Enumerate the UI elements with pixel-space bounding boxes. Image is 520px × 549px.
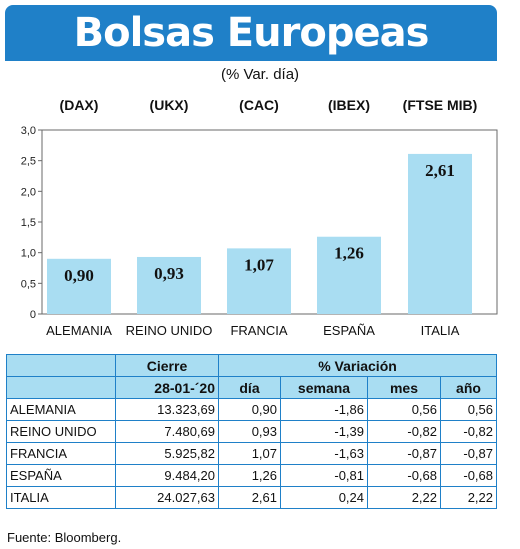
cell-cierre: 13.323,69 bbox=[115, 398, 219, 421]
header-date: 28-01-´20 bbox=[115, 376, 219, 399]
data-label: 0,90 bbox=[64, 266, 94, 285]
cell-dia: 0,90 bbox=[218, 398, 281, 421]
cell-ano: -0,87 bbox=[440, 442, 497, 465]
data-table: Cierre % Variación 28-01-´20 día semana … bbox=[6, 354, 497, 509]
index-label-ftsemib: (FTSE MIB) bbox=[402, 97, 478, 113]
cell-mes: -0,82 bbox=[367, 420, 441, 443]
bar bbox=[408, 153, 472, 314]
header-variacion: % Variación bbox=[218, 354, 497, 377]
index-label-ibex: (IBEX) bbox=[328, 97, 370, 113]
cell-cierre: 7.480,69 bbox=[115, 420, 219, 443]
title-banner: Bolsas Europeas bbox=[5, 5, 497, 61]
bar-chart: 0 0,5 1,0 1,5 2,0 2,5 3,0 0,90 ALEMANIA 0,93 REINO… bbox=[21, 125, 498, 338]
data-label: 1,07 bbox=[244, 255, 274, 274]
y-tick-label: 2,0 bbox=[21, 186, 36, 198]
header-semana: semana bbox=[280, 376, 368, 399]
chart-subtitle: (% Var. día) bbox=[220, 66, 300, 83]
category-label: ITALIA bbox=[421, 323, 460, 338]
category-label: ALEMANIA bbox=[46, 323, 112, 338]
index-label-dax: (DAX) bbox=[59, 97, 99, 113]
source-note: Fuente: Bloomberg. bbox=[7, 530, 122, 545]
y-tick-label: 1,5 bbox=[21, 217, 36, 229]
cell-semana: -1,39 bbox=[280, 420, 368, 443]
cell-pais: ESPAÑA bbox=[6, 464, 116, 487]
table-subheader-row: 28-01-´20 día semana mes año bbox=[6, 376, 497, 399]
cell-semana: -0,81 bbox=[280, 464, 368, 487]
cell-mes: 0,56 bbox=[367, 398, 441, 421]
y-tick-label: 2,5 bbox=[21, 156, 36, 168]
table-row: REINO UNIDO 7.480,69 0,93 -1,39 -0,82 -0,82 bbox=[6, 420, 497, 443]
table-row: ESPAÑA 9.484,20 1,26 -0,81 -0,68 -0,68 bbox=[6, 464, 497, 487]
page-title: Bolsas Europeas bbox=[73, 10, 430, 56]
header-ano: año bbox=[440, 376, 497, 399]
category-label: ESPAÑA bbox=[323, 323, 375, 338]
bar bbox=[317, 236, 381, 314]
cell-pais: ALEMANIA bbox=[6, 398, 116, 421]
cell-dia: 2,61 bbox=[218, 486, 281, 509]
header-empty-cell bbox=[6, 354, 116, 377]
cell-cierre: 5.925,82 bbox=[115, 442, 219, 465]
cell-dia: 1,26 bbox=[218, 464, 281, 487]
cell-ano: -0,82 bbox=[440, 420, 497, 443]
cell-pais: ITALIA bbox=[6, 486, 116, 509]
index-label-ukx: (UKX) bbox=[149, 97, 189, 113]
cell-semana: -1,86 bbox=[280, 398, 368, 421]
cell-pais: FRANCIA bbox=[6, 442, 116, 465]
cell-semana: -1,63 bbox=[280, 442, 368, 465]
table-body: ALEMANIA 13.323,69 0,90 -1,86 0,56 0,56 REINO … bbox=[6, 398, 497, 509]
y-tick-label: 1,0 bbox=[21, 248, 36, 260]
cell-ano: -0,68 bbox=[440, 464, 497, 487]
bar bbox=[227, 248, 291, 314]
subheader-empty-cell bbox=[6, 376, 116, 399]
data-label: 0,93 bbox=[154, 264, 184, 283]
table-row: FRANCIA 5.925,82 1,07 -1,63 -0,87 -0,87 bbox=[6, 442, 497, 465]
cell-ano: 0,56 bbox=[440, 398, 497, 421]
cell-dia: 1,07 bbox=[218, 442, 281, 465]
cell-mes: -0,68 bbox=[367, 464, 441, 487]
table-row: ALEMANIA 13.323,69 0,90 -1,86 0,56 0,56 bbox=[6, 398, 497, 421]
index-label-cac: (CAC) bbox=[239, 97, 279, 113]
y-tick-label: 0,5 bbox=[21, 278, 36, 290]
category-label: FRANCIA bbox=[230, 323, 287, 338]
table-row: ITALIA 24.027,63 2,61 0,24 2,22 2,22 bbox=[6, 486, 497, 509]
data-label: 1,26 bbox=[334, 244, 364, 263]
header-dia: día bbox=[218, 376, 281, 399]
bar bbox=[137, 256, 201, 314]
cell-mes: 2,22 bbox=[367, 486, 441, 509]
cell-mes: -0,87 bbox=[367, 442, 441, 465]
category-label: REINO UNIDO bbox=[126, 323, 213, 338]
cell-ano: 2,22 bbox=[440, 486, 497, 509]
bar bbox=[47, 258, 111, 314]
y-tick-label: 3,0 bbox=[21, 125, 36, 137]
data-label: 2,61 bbox=[425, 161, 455, 180]
header-mes: mes bbox=[367, 376, 441, 399]
header-cierre: Cierre bbox=[115, 354, 219, 377]
cell-semana: 0,24 bbox=[280, 486, 368, 509]
cell-cierre: 9.484,20 bbox=[115, 464, 219, 487]
y-tick-label: 0 bbox=[30, 309, 36, 321]
cell-pais: REINO UNIDO bbox=[6, 420, 116, 443]
table-header-row: Cierre % Variación bbox=[6, 354, 497, 377]
cell-dia: 0,93 bbox=[218, 420, 281, 443]
cell-cierre: 24.027,63 bbox=[115, 486, 219, 509]
